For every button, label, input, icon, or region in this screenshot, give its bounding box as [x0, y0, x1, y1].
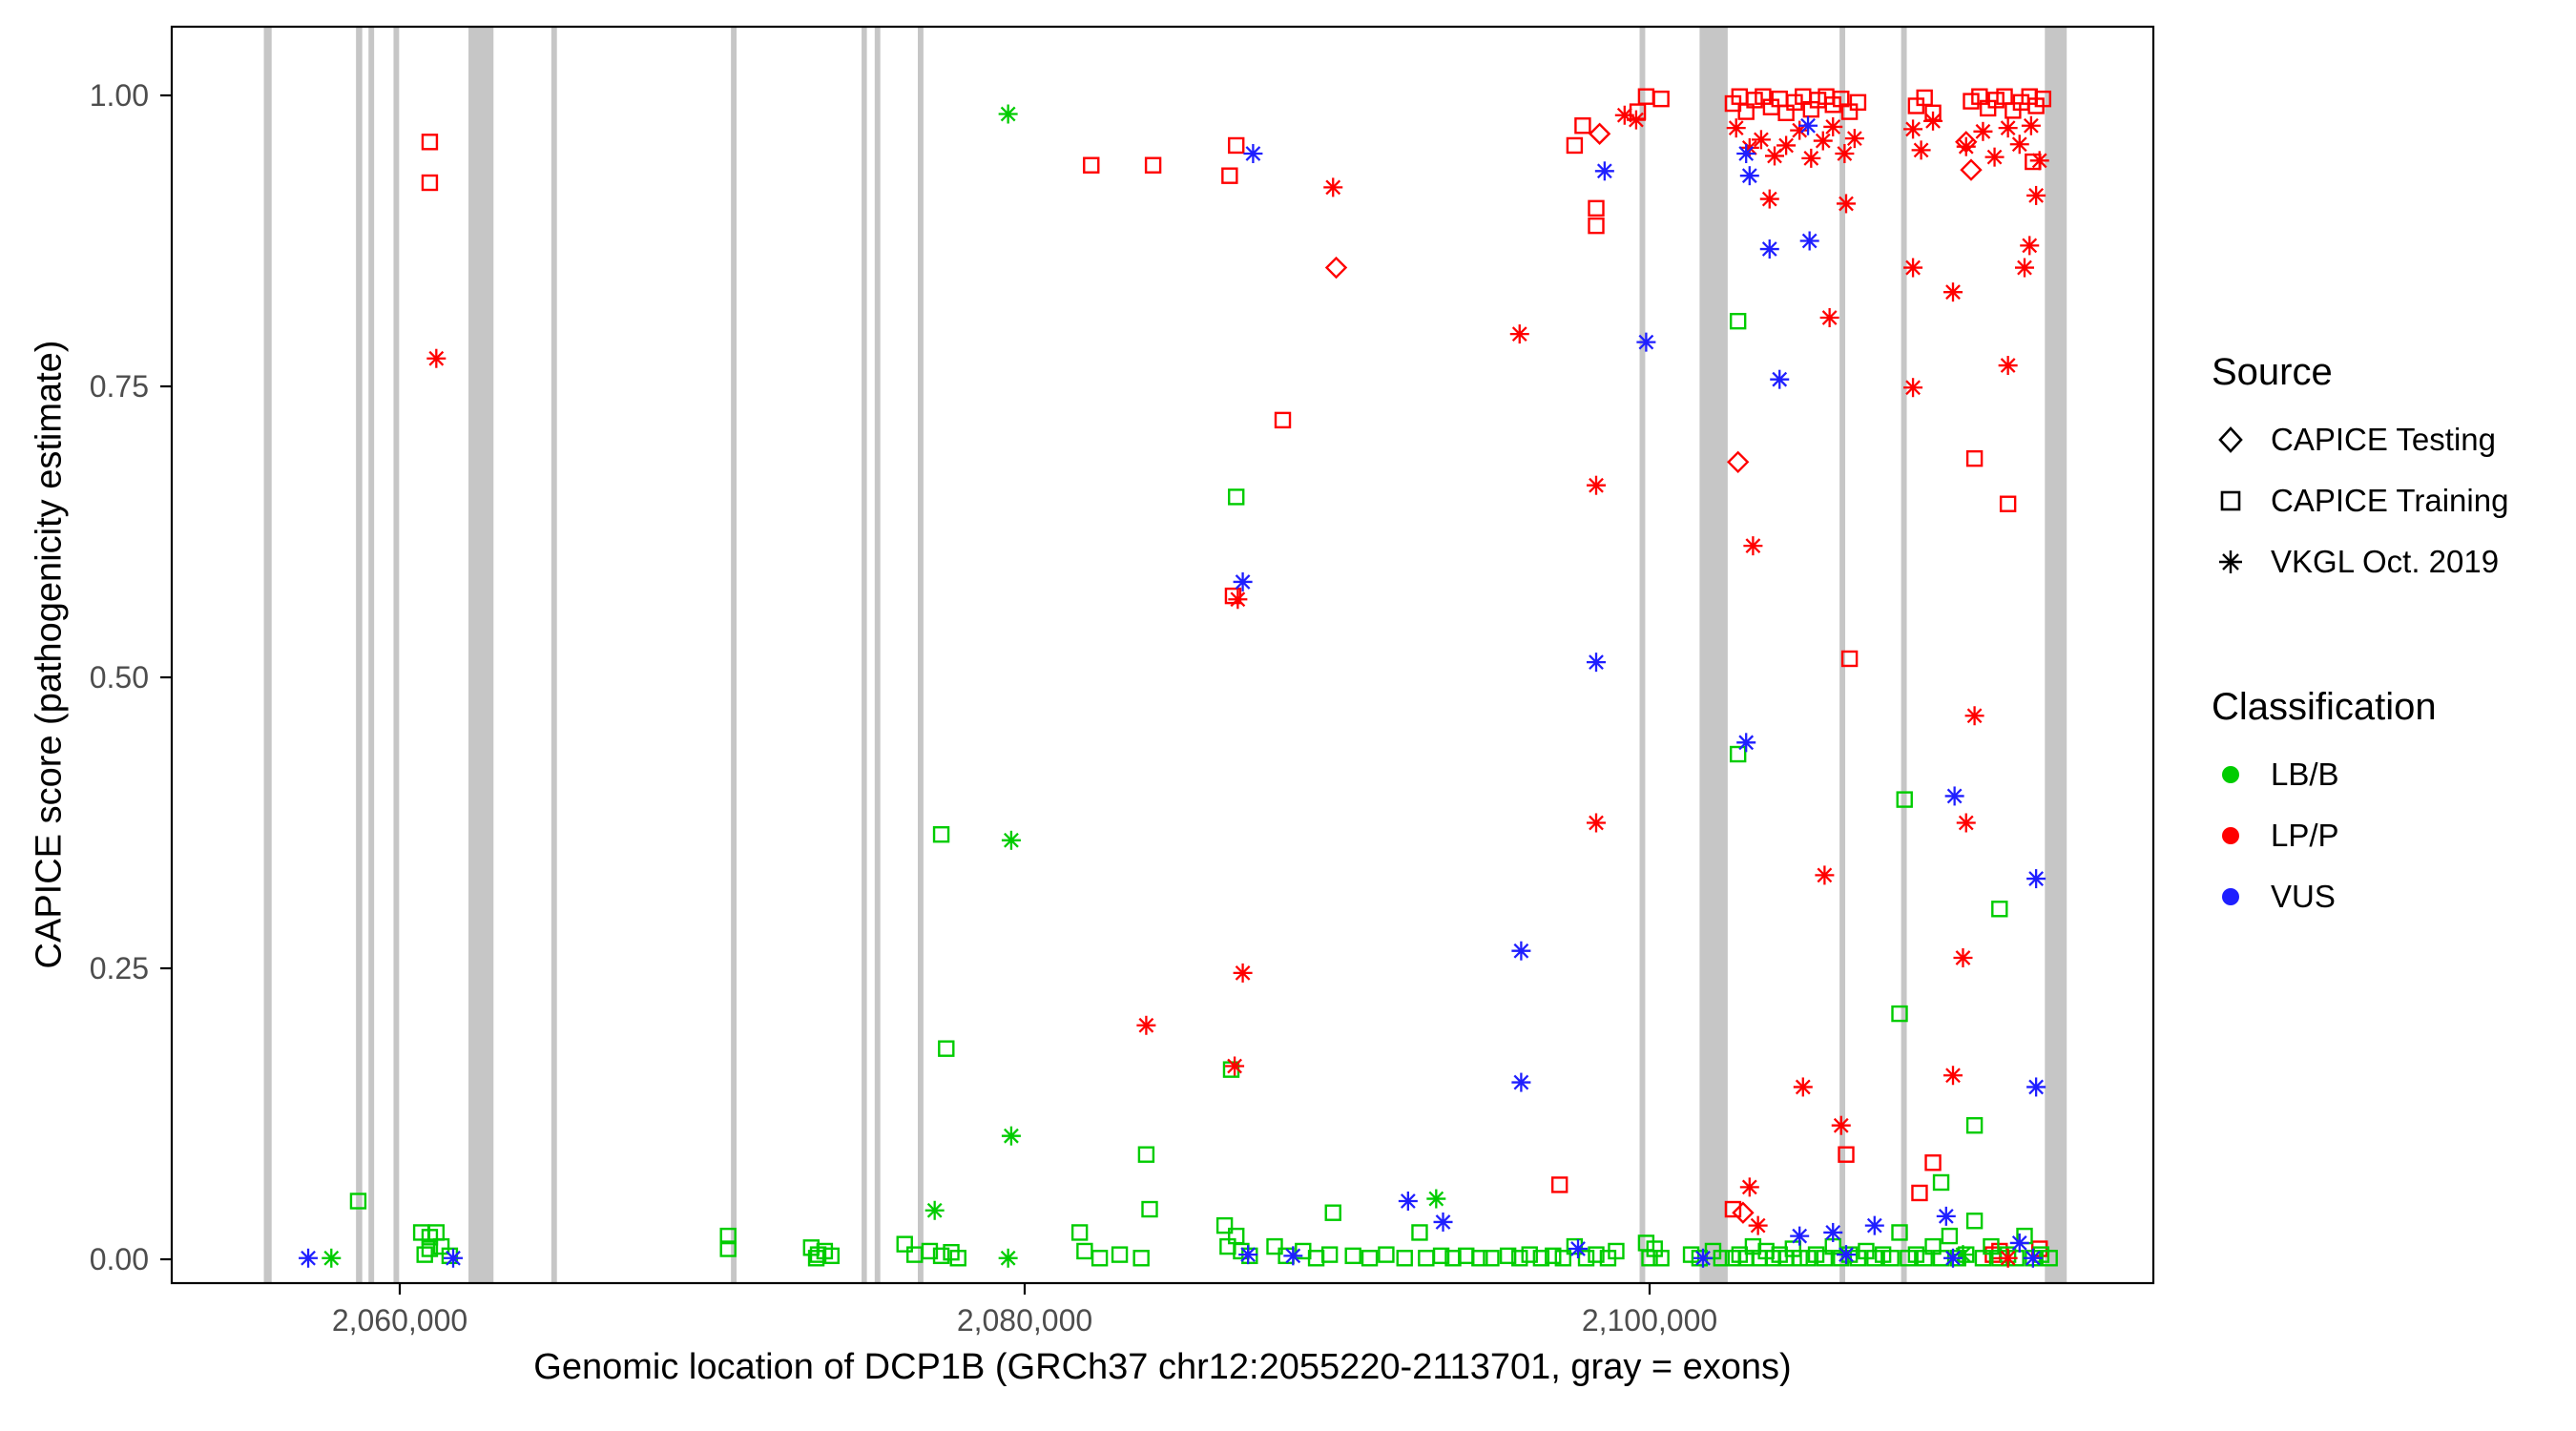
- legend-classification-group: Classification LB/B LP/P VUS: [2212, 686, 2508, 916]
- red-dot-icon: [2212, 817, 2250, 855]
- legend-label-lbb: LB/B: [2271, 757, 2339, 792]
- legend-label-capice-training: CAPICE Training: [2271, 483, 2509, 518]
- svg-text:0.50: 0.50: [90, 660, 149, 695]
- legend-label-vkgl: VKGL Oct. 2019: [2271, 544, 2500, 579]
- svg-text:2,100,000: 2,100,000: [1582, 1303, 1717, 1338]
- legend-item-vkgl: VKGL Oct. 2019: [2212, 543, 2508, 581]
- svg-text:2,060,000: 2,060,000: [332, 1303, 467, 1338]
- legend-classification-title: Classification: [2212, 686, 2437, 728]
- legend: Source CAPICE Testing CAPICE Training: [2212, 351, 2508, 939]
- svg-text:0.75: 0.75: [90, 369, 149, 404]
- legend-source-group: Source CAPICE Testing CAPICE Training: [2212, 351, 2508, 581]
- legend-label-vus: VUS: [2271, 879, 2336, 914]
- svg-text:0.00: 0.00: [90, 1242, 149, 1276]
- legend-item-capice-training: CAPICE Training: [2212, 482, 2508, 520]
- svg-text:1.00: 1.00: [90, 78, 149, 113]
- legend-label-capice-testing: CAPICE Testing: [2271, 422, 2496, 457]
- diamond-marker-icon: [2212, 421, 2250, 459]
- legend-label-lpp: LP/P: [2271, 818, 2339, 853]
- x-axis-title: Genomic location of DCP1B (GRCh37 chr12:…: [533, 1347, 1792, 1387]
- blue-dot-icon: [2212, 878, 2250, 916]
- legend-item-vus: VUS: [2212, 878, 2508, 916]
- legend-item-lpp: LP/P: [2212, 817, 2508, 855]
- legend-item-capice-testing: CAPICE Testing: [2212, 421, 2508, 459]
- svg-text:2,080,000: 2,080,000: [957, 1303, 1092, 1338]
- svg-text:0.25: 0.25: [90, 951, 149, 985]
- asterisk-marker-icon: [2212, 543, 2250, 581]
- green-dot-icon: [2212, 756, 2250, 794]
- square-marker-icon: [2212, 482, 2250, 520]
- legend-source-title: Source: [2212, 351, 2333, 393]
- legend-item-lbb: LB/B: [2212, 756, 2508, 794]
